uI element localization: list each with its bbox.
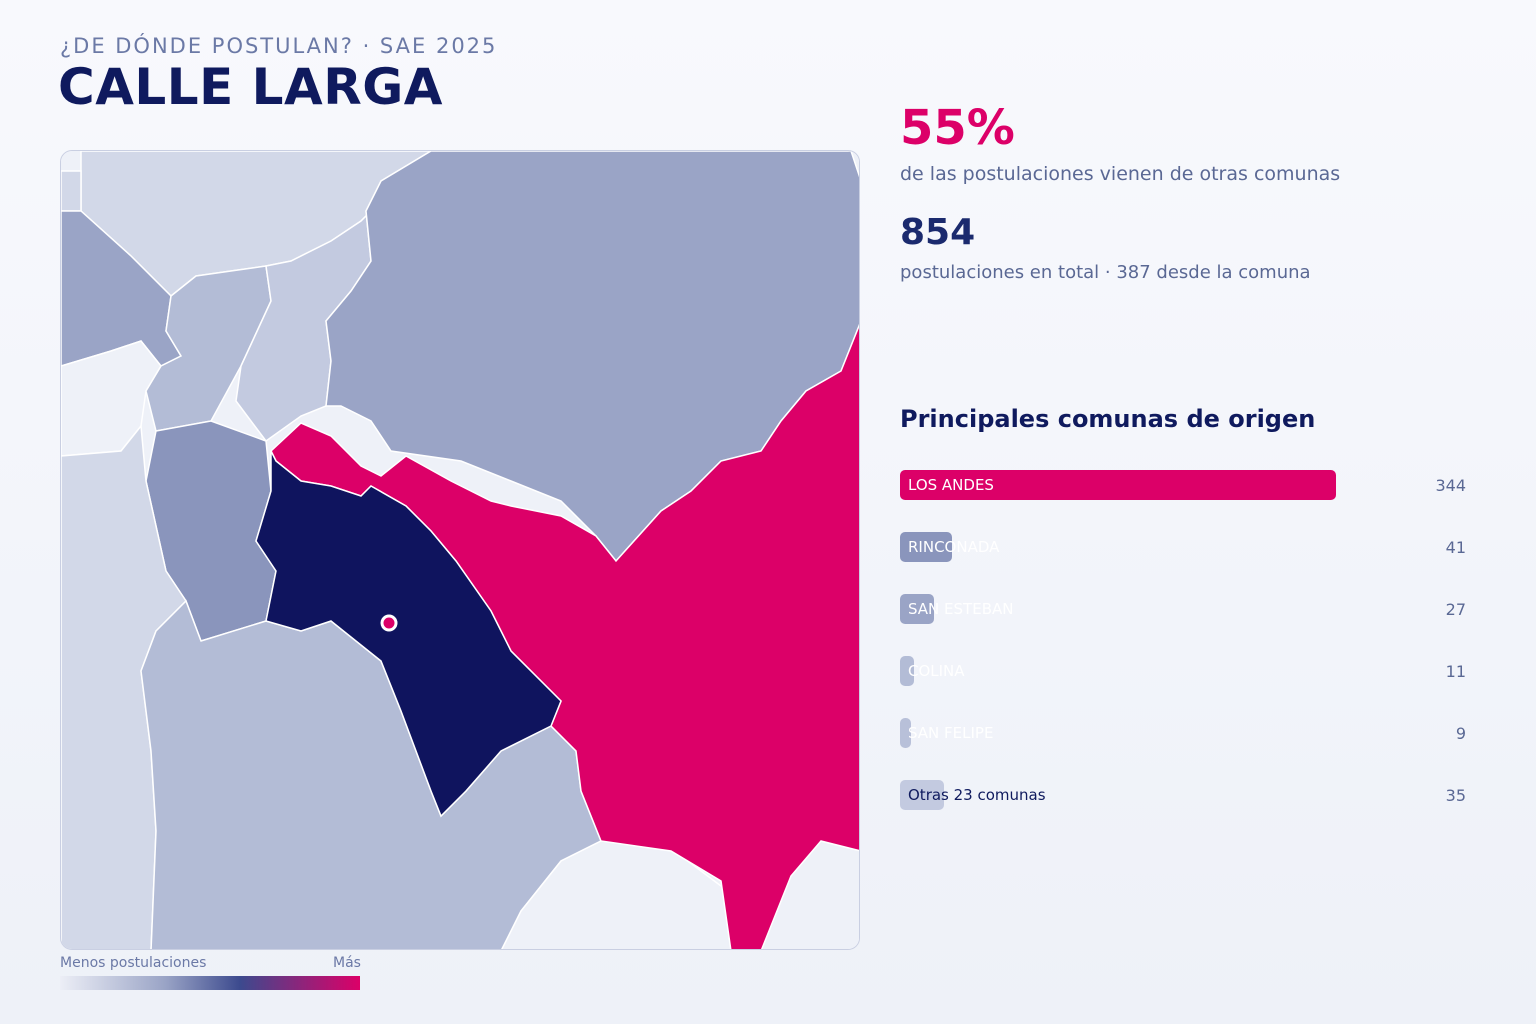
ranking-label: RINCONADA (908, 538, 1000, 556)
ranking-row: RINCONADA 41 (900, 532, 1470, 562)
origin-ranking-list: LOS ANDES 344 RINCONADA 41 SAN ESTEBAN 2… (900, 470, 1470, 842)
page-title: CALLE LARGA (58, 58, 443, 116)
ranking-row: COLINA 11 (900, 656, 1470, 686)
map-eyebrow: ¿DE DÓNDE POSTULAN? · SAE 2025 (60, 34, 498, 58)
legend-min-label: Menos postulaciones (60, 955, 207, 971)
legend-gradient-bar (60, 976, 360, 990)
region-west-top (61, 170, 82, 212)
legend-max-label: Más (333, 955, 361, 971)
external-share-caption: de las postulaciones vienen de otras com… (900, 163, 1341, 185)
ranking-bar (900, 780, 944, 810)
ranking-label: LOS ANDES (908, 476, 994, 494)
choropleth-map (60, 150, 860, 950)
ranking-label: SAN ESTEBAN (908, 600, 1014, 618)
ranking-value: 41 (1445, 538, 1466, 557)
ranking-value: 9 (1455, 724, 1466, 743)
ranking-row: SAN ESTEBAN 27 (900, 594, 1470, 624)
ranking-bar (900, 718, 911, 748)
ranking-row: LOS ANDES 344 (900, 470, 1470, 500)
ranking-value: 35 (1445, 786, 1466, 805)
ranking-bar (900, 470, 1336, 500)
ranking-row: Otras 23 comunas 35 (900, 780, 1470, 810)
external-share-value: 55% (900, 100, 1015, 156)
ranking-label: SAN FELIPE (908, 724, 994, 742)
total-applications-caption: postulaciones en total · 387 desde la co… (900, 262, 1311, 283)
total-applications-value: 854 (900, 212, 976, 253)
ranking-bar (900, 594, 934, 624)
ranking-label: COLINA (908, 662, 965, 680)
ranking-value: 344 (1435, 476, 1466, 495)
ranking-title: Principales comunas de origen (900, 405, 1316, 433)
ranking-value: 11 (1445, 662, 1466, 681)
ranking-bar (900, 656, 914, 686)
ranking-value: 27 (1445, 600, 1466, 619)
ranking-row: SAN FELIPE 9 (900, 718, 1470, 748)
region-calle-larga (255, 450, 562, 818)
map-svg (61, 151, 859, 949)
ranking-label: Otras 23 comunas (908, 786, 1046, 804)
comuna-marker (380, 614, 398, 632)
ranking-bar (900, 532, 952, 562)
